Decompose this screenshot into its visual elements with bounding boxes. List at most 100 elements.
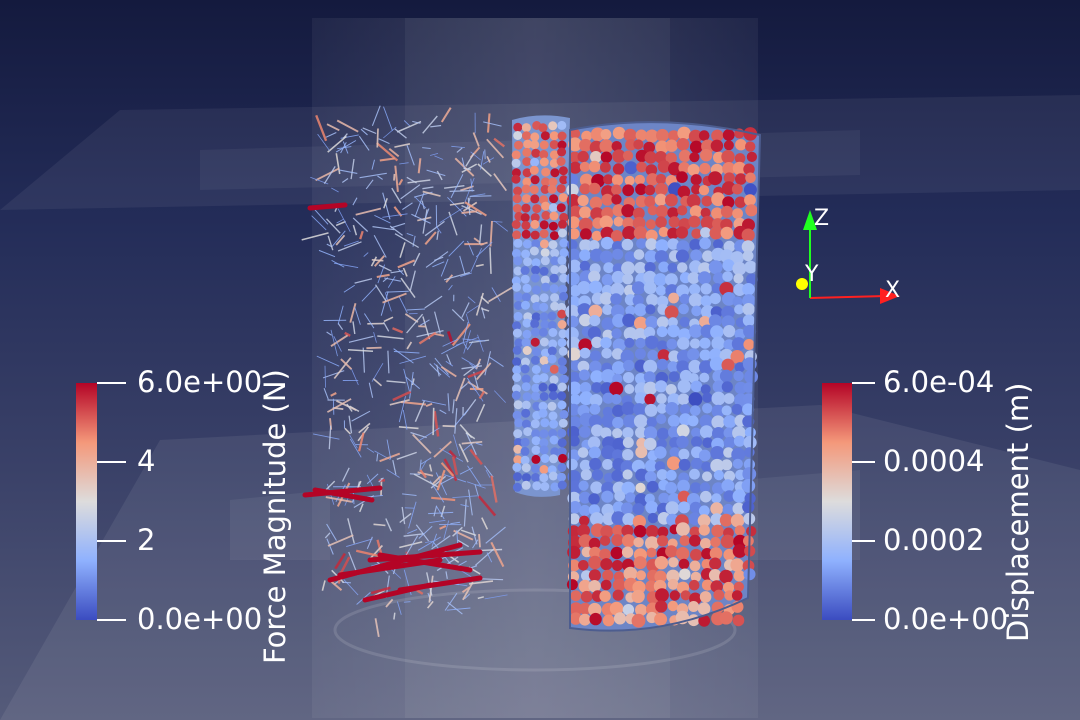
particle	[521, 382, 531, 392]
particle	[531, 383, 541, 393]
force-chain	[461, 365, 482, 370]
particle	[700, 149, 713, 162]
particle	[631, 281, 646, 295]
particle	[675, 249, 690, 263]
force-chain	[440, 366, 457, 378]
particle	[713, 239, 724, 250]
particle	[557, 131, 567, 141]
force-chain	[394, 128, 407, 139]
particle	[513, 266, 523, 276]
particle	[601, 274, 614, 286]
force-chain	[387, 276, 396, 288]
force-chain	[490, 541, 505, 568]
particle	[522, 283, 532, 293]
particle	[512, 357, 522, 367]
particle	[644, 250, 658, 264]
particle	[713, 589, 725, 601]
force-chain	[371, 362, 384, 382]
particle	[741, 240, 755, 254]
particle	[514, 418, 524, 428]
particle	[688, 579, 700, 591]
particle	[578, 338, 592, 353]
particle	[521, 300, 530, 310]
particle	[734, 153, 746, 164]
y-axis-label: Y	[805, 262, 819, 287]
colorbar-tick-marks	[97, 382, 875, 621]
particle	[709, 293, 721, 305]
force-chain	[481, 517, 489, 530]
particle	[624, 161, 638, 175]
particle	[732, 261, 747, 276]
particle	[612, 338, 626, 352]
force-chain	[486, 138, 505, 159]
particle	[643, 326, 656, 339]
particle	[611, 194, 622, 205]
particle	[520, 364, 530, 374]
particle	[690, 174, 702, 186]
particle	[611, 534, 624, 547]
force-chain	[419, 469, 427, 479]
particle	[539, 445, 549, 455]
particle	[612, 149, 626, 163]
force-chain	[337, 241, 362, 252]
particle	[556, 203, 566, 213]
particle	[589, 403, 601, 415]
particle	[540, 320, 550, 329]
particle	[601, 348, 612, 359]
particle	[513, 186, 523, 196]
particle	[701, 579, 714, 591]
particle	[548, 391, 558, 401]
particle	[531, 239, 541, 249]
particle	[732, 161, 747, 176]
particle	[677, 337, 690, 350]
particle	[559, 238, 569, 248]
force-chain	[442, 425, 456, 428]
particle	[666, 338, 678, 350]
particle	[711, 524, 724, 538]
particle	[708, 260, 723, 275]
particle	[632, 207, 645, 220]
particle	[558, 346, 568, 356]
force-chain	[383, 316, 394, 323]
particle	[623, 414, 637, 429]
particle	[654, 556, 669, 570]
particle	[557, 120, 567, 130]
particle	[530, 419, 540, 429]
particle	[610, 230, 623, 242]
force-chain	[327, 235, 334, 251]
particle	[511, 168, 521, 178]
particle	[656, 358, 669, 371]
particle	[721, 358, 735, 372]
particle	[578, 369, 590, 381]
force-chain	[394, 143, 411, 148]
force-chain	[330, 580, 343, 591]
particle	[656, 295, 669, 308]
force-chain	[378, 477, 384, 483]
particle	[591, 469, 604, 481]
strong-force-chain	[307, 202, 348, 211]
particle	[623, 566, 638, 581]
force-chain	[373, 235, 387, 258]
particle	[654, 461, 666, 472]
particle	[522, 177, 532, 187]
force-chain	[467, 197, 471, 215]
force-chain	[348, 415, 353, 434]
force-chain	[467, 296, 476, 304]
force-chain	[491, 287, 501, 302]
particle	[743, 339, 755, 350]
particle	[539, 392, 549, 401]
particle	[567, 381, 582, 396]
force-chain	[418, 525, 433, 539]
particle	[743, 324, 757, 338]
force-chain	[425, 251, 449, 268]
particle	[636, 161, 647, 173]
force-chain	[355, 549, 381, 558]
force-chain	[486, 552, 493, 563]
force-chain	[422, 316, 431, 340]
particle	[734, 381, 747, 395]
particle	[588, 446, 601, 459]
particle	[579, 491, 591, 504]
force-chain	[444, 592, 458, 611]
strong-force-chain	[397, 575, 483, 593]
